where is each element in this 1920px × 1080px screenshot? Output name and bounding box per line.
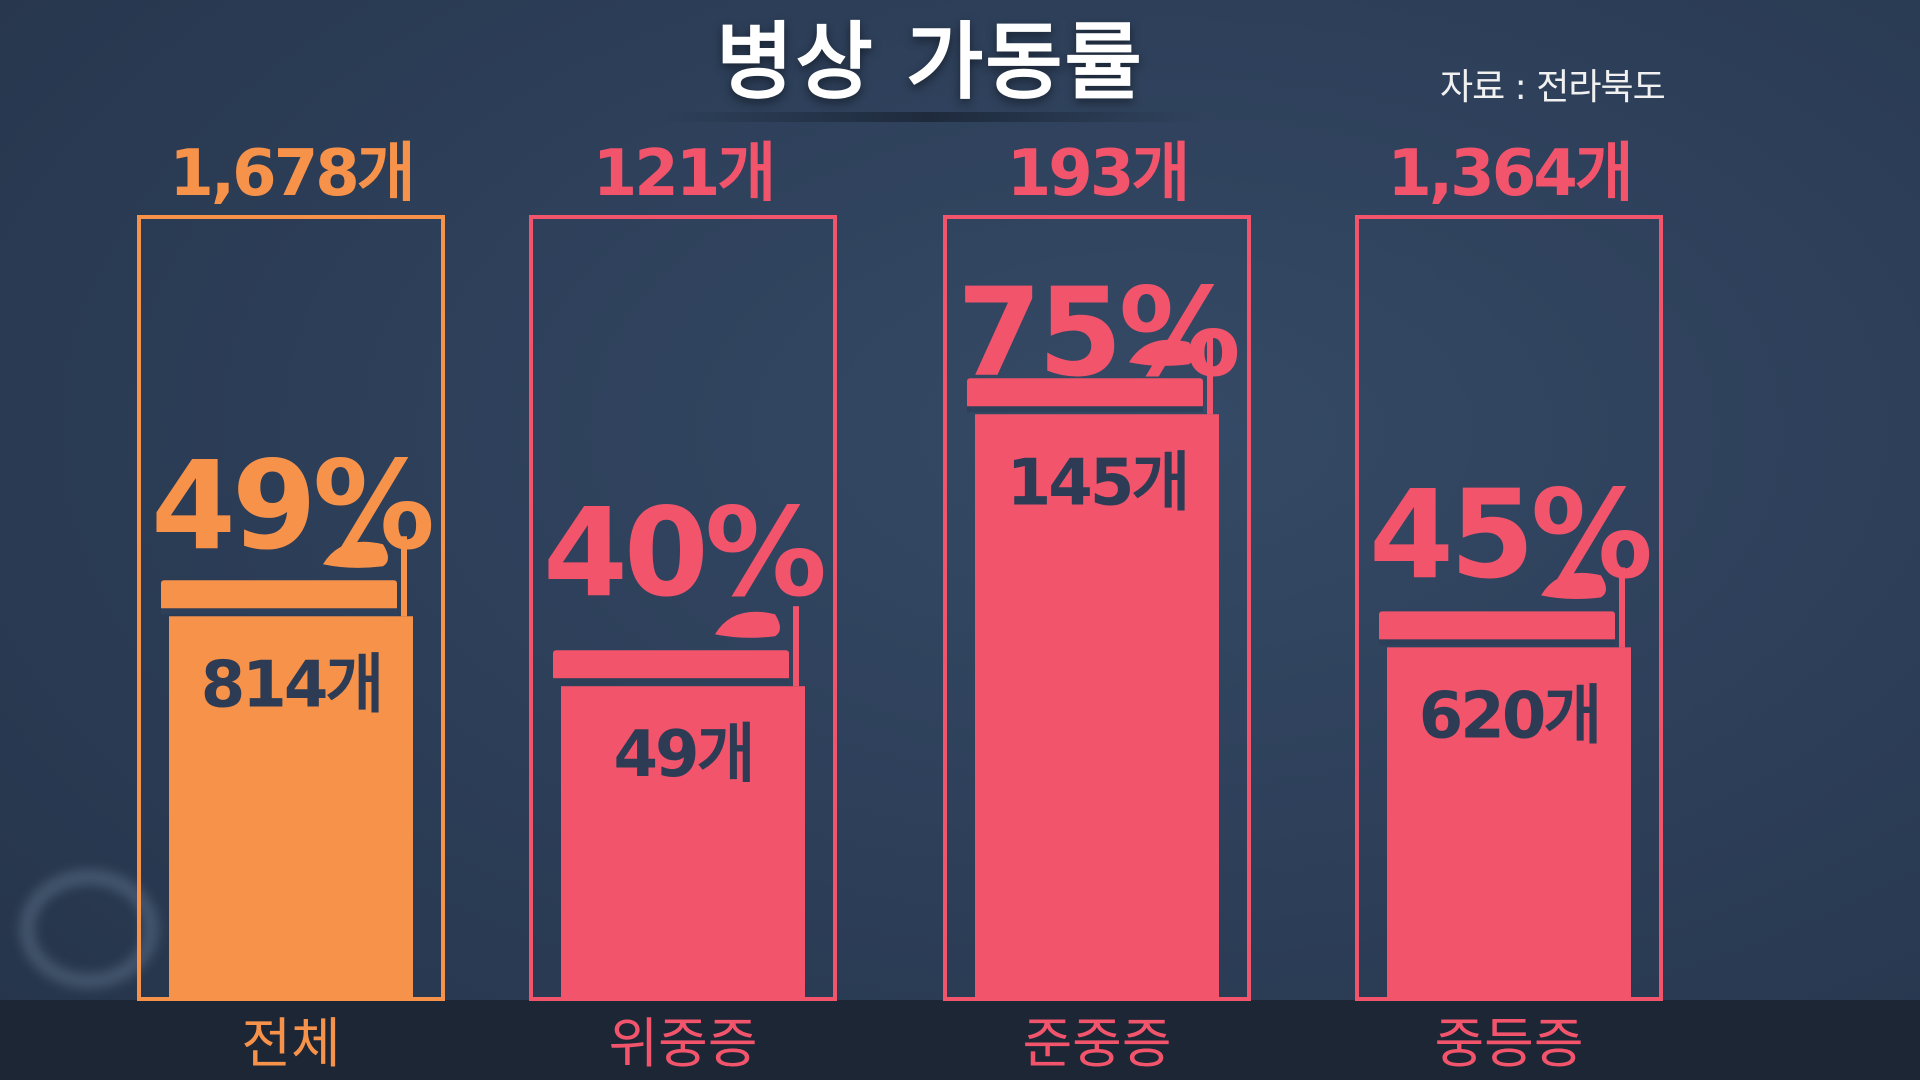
bar-fill bbox=[169, 616, 413, 997]
bed-icon bbox=[161, 536, 407, 617]
bed-icon bbox=[553, 606, 799, 687]
bar-outline bbox=[943, 215, 1251, 1001]
rate-label: 45% bbox=[1369, 464, 1650, 606]
source-label: 자료 : 전라북도 bbox=[1440, 67, 1666, 108]
occupied-count-label: 145개 bbox=[1007, 446, 1187, 520]
bar-fill bbox=[975, 414, 1219, 997]
bar-outline bbox=[137, 215, 445, 1001]
title-underline bbox=[660, 112, 1200, 122]
rate-label: 40% bbox=[543, 482, 824, 624]
bar-fill bbox=[561, 686, 805, 997]
occupied-count-label: 620개 bbox=[1419, 679, 1599, 753]
total-capacity-label: 193개 bbox=[1007, 137, 1187, 211]
bar-outline bbox=[1355, 215, 1663, 1001]
bar-outline bbox=[529, 215, 837, 1001]
category-band bbox=[0, 1000, 1920, 1080]
category-label: 중등증 bbox=[1434, 1012, 1583, 1075]
total-capacity-label: 1,364개 bbox=[1387, 137, 1630, 211]
chart-title: 병상 가동률 bbox=[716, 13, 1144, 111]
total-capacity-label: 121개 bbox=[593, 137, 773, 211]
category-label: 위중증 bbox=[608, 1012, 757, 1075]
rate-label: 49% bbox=[151, 435, 432, 577]
occupied-count-label: 49개 bbox=[614, 718, 753, 792]
bar-fill bbox=[1387, 647, 1631, 997]
category-label: 전체 bbox=[241, 1012, 340, 1075]
total-capacity-label: 1,678개 bbox=[169, 137, 412, 211]
rate-label: 75% bbox=[957, 262, 1238, 404]
category-label: 준중증 bbox=[1022, 1012, 1171, 1075]
occupied-count-label: 814개 bbox=[201, 648, 381, 722]
bed-icon bbox=[1379, 567, 1625, 648]
bed-icon bbox=[967, 334, 1213, 415]
